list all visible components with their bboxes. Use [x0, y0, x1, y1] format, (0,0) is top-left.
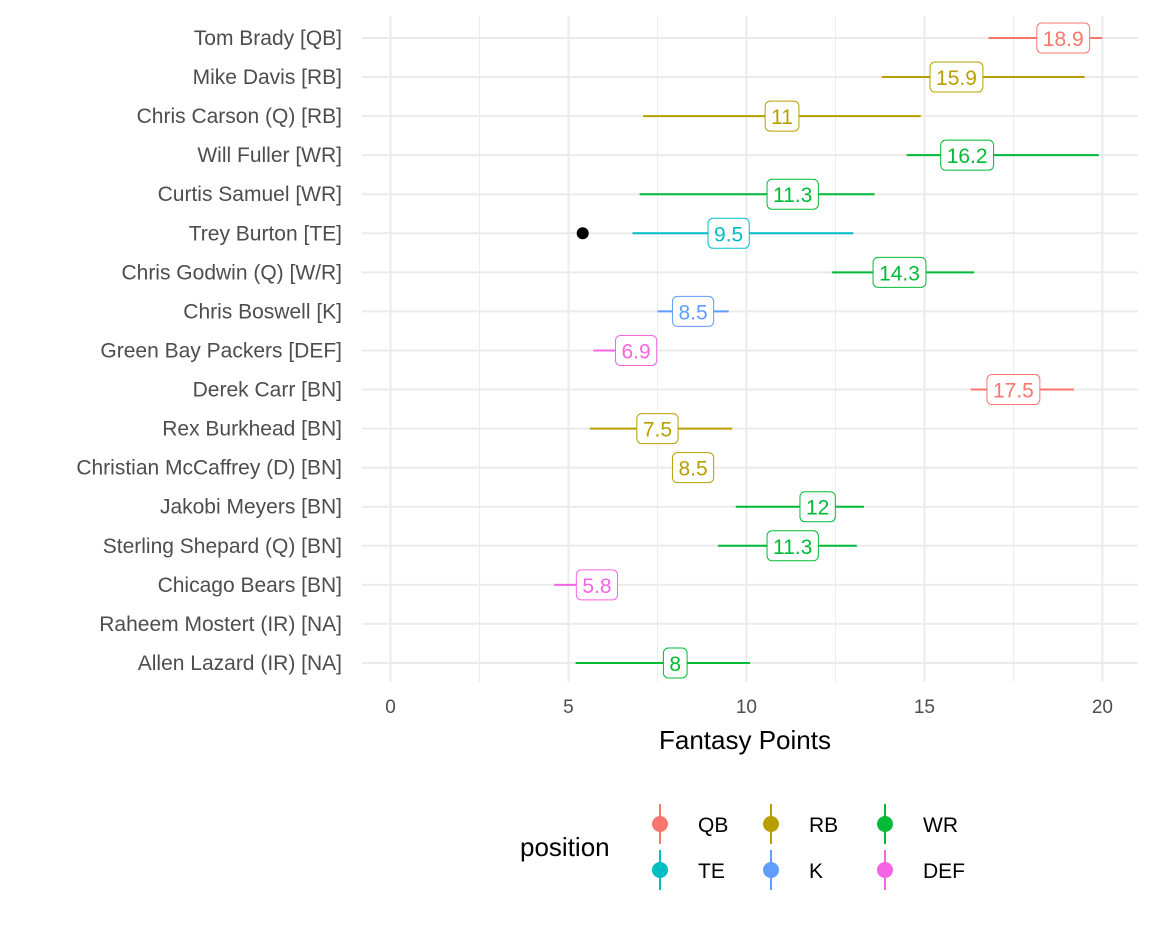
- legend-title: position: [520, 832, 610, 862]
- data-label-box: [1036, 22, 1091, 54]
- data-label: 18.9: [1036, 22, 1091, 54]
- x-tick-label: 20: [1092, 697, 1113, 718]
- data-labels: 18.9 15.9 11 16.2 11.3 9.5 14.3 8.5 6.9 17.5 7.5 8.…: [575, 22, 1091, 679]
- data-label-text: 8.5: [678, 458, 707, 481]
- data-label-box: [671, 295, 715, 327]
- data-label-box: [764, 100, 800, 132]
- data-label-box: [986, 374, 1041, 406]
- data-label-box: [940, 139, 995, 171]
- data-label-text: 6.9: [621, 340, 650, 363]
- data-label-box: [799, 491, 836, 523]
- data-label: 11.3: [766, 178, 819, 210]
- data-label: 8.5: [671, 295, 715, 327]
- data-label-text: 15.9: [936, 67, 977, 90]
- data-label-text: 16.2: [947, 145, 988, 168]
- y-tick-label: Curtis Samuel [WR]: [158, 183, 342, 206]
- data-label-text: 5.8: [582, 575, 611, 598]
- data-label-text: 7.5: [643, 419, 672, 442]
- data-label-box: [662, 647, 688, 679]
- data-label: 11: [764, 100, 800, 132]
- legend-key-dot: [652, 816, 668, 832]
- data-label: 11.3: [766, 530, 819, 562]
- data-label: 8: [662, 647, 688, 679]
- legend-key-dot: [763, 816, 779, 832]
- legend-item: TE: [652, 850, 725, 890]
- y-tick-label: Will Fuller [WR]: [197, 144, 342, 167]
- data-label: 16.2: [940, 139, 995, 171]
- x-axis-title: Fantasy Points: [659, 725, 831, 755]
- data-label-box: [872, 256, 927, 288]
- data-label-text: 18.9: [1043, 28, 1084, 51]
- x-tick-label: 0: [385, 697, 396, 718]
- data-label-text: 8: [669, 653, 681, 676]
- legend-key-dot: [763, 862, 779, 878]
- y-tick-label: Chicago Bears [BN]: [158, 574, 342, 597]
- legend-label: WR: [923, 814, 958, 837]
- legend-item: RB: [763, 804, 838, 844]
- data-label-text: 17.5: [993, 380, 1034, 403]
- data-label-text: 11: [771, 106, 793, 129]
- y-tick-label: Raheem Mostert (IR) [NA]: [99, 613, 342, 636]
- y-tick-label: Christian McCaffrey (D) [BN]: [76, 457, 342, 480]
- data-label: 6.9: [614, 334, 658, 366]
- legend-items: QB RB WR TE K DEF: [652, 804, 965, 890]
- legend: position QB RB WR TE K DEF: [520, 804, 965, 890]
- data-label-box: [671, 452, 715, 484]
- data-label: 15.9: [929, 61, 984, 93]
- y-tick-label: Chris Boswell [K]: [183, 300, 342, 323]
- x-tick-label: 5: [563, 697, 574, 718]
- legend-label: QB: [698, 814, 728, 837]
- legend-item: QB: [652, 804, 728, 844]
- legend-item: K: [763, 850, 823, 890]
- legend-label: K: [809, 860, 823, 883]
- data-label-box: [707, 217, 750, 249]
- actual-points: [576, 227, 589, 240]
- actual-point: [576, 227, 589, 240]
- data-label-box: [766, 530, 819, 562]
- data-label: 9.5: [707, 217, 750, 249]
- x-tick-labels: 0 5 10 15 20: [385, 697, 1113, 718]
- data-label: 7.5: [636, 413, 679, 445]
- y-tick-label: Mike Davis [RB]: [193, 66, 342, 89]
- legend-label: DEF: [923, 860, 965, 883]
- data-label-text: 11.3: [773, 184, 812, 207]
- y-tick-label: Derek Carr [BN]: [193, 379, 342, 402]
- data-label-text: 9.5: [714, 223, 743, 246]
- y-tick-label: Chris Carson (Q) [RB]: [137, 105, 342, 128]
- data-label-box: [614, 334, 658, 366]
- data-label-box: [766, 178, 819, 210]
- y-tick-label: Jakobi Meyers [BN]: [160, 496, 342, 519]
- data-label-box: [929, 61, 984, 93]
- legend-item: WR: [877, 804, 958, 844]
- data-label-box: [575, 569, 619, 601]
- y-tick-label: Sterling Shepard (Q) [BN]: [103, 535, 342, 558]
- legend-key-dot: [877, 816, 893, 832]
- x-tick-label: 15: [914, 697, 935, 718]
- data-label: 17.5: [986, 374, 1041, 406]
- data-label-box: [636, 413, 679, 445]
- legend-label: RB: [809, 814, 838, 837]
- y-tick-label: Trey Burton [TE]: [189, 222, 342, 245]
- data-label-text: 8.5: [678, 301, 707, 324]
- legend-key-dot: [877, 862, 893, 878]
- x-tick-label: 10: [736, 697, 757, 718]
- data-label-text: 12: [806, 497, 829, 520]
- data-label: 5.8: [575, 569, 619, 601]
- data-label: 14.3: [872, 256, 927, 288]
- y-tick-label: Rex Burkhead [BN]: [162, 418, 342, 441]
- y-tick-label: Allen Lazard (IR) [NA]: [138, 652, 342, 675]
- legend-item: DEF: [877, 850, 965, 890]
- data-label: 8.5: [671, 452, 715, 484]
- y-tick-labels: Tom Brady [QB] Mike Davis [RB] Chris Carso…: [76, 27, 342, 675]
- data-label: 12: [799, 491, 836, 523]
- y-tick-label: Green Bay Packers [DEF]: [100, 339, 342, 362]
- legend-label: TE: [698, 860, 725, 883]
- y-tick-label: Tom Brady [QB]: [194, 27, 342, 50]
- legend-key-dot: [652, 862, 668, 878]
- data-label-text: 11.3: [773, 536, 812, 559]
- data-label-text: 14.3: [879, 262, 920, 285]
- y-tick-label: Chris Godwin (Q) [W/R]: [121, 261, 342, 284]
